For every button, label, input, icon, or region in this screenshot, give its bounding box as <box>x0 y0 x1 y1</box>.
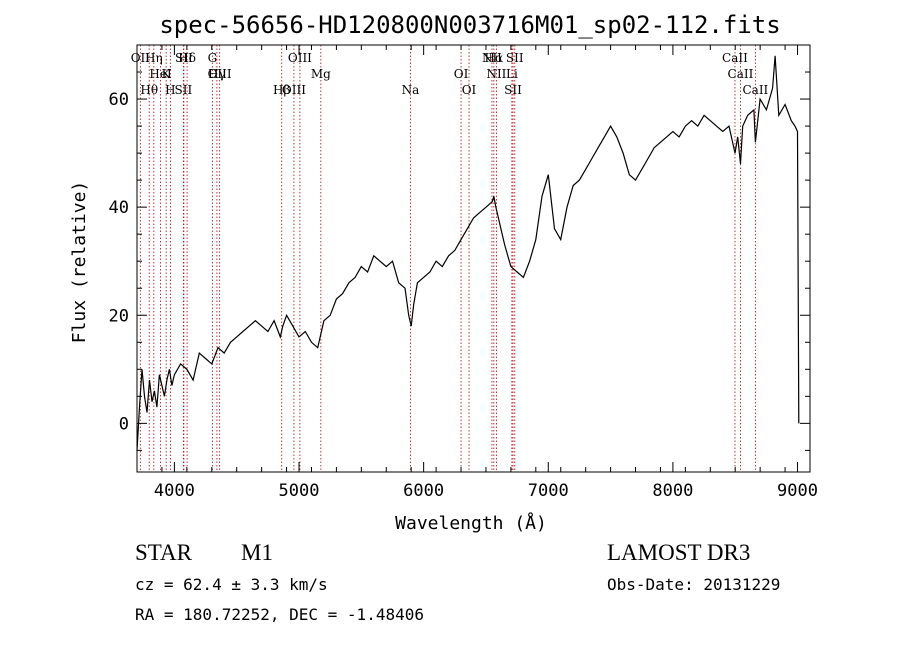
y-axis-label: Flux (relative) <box>69 181 90 344</box>
spectrum-series-line <box>136 55 800 451</box>
chart-title: spec-56656-HD120800N003716M01_sp02-112.f… <box>159 11 780 39</box>
redshift-text: cz = 62.4 ± 3.3 km/s <box>135 575 328 594</box>
spectral-line-label: CaII <box>728 67 754 81</box>
x-tick-label: 8000 <box>652 481 693 501</box>
spectral-line-label: OIII <box>208 67 232 81</box>
spectral-line-label: OIII <box>282 83 306 97</box>
spectral-line-label: OI <box>462 83 477 97</box>
spectral-line-label: Na <box>402 83 420 97</box>
y-tick-label: 40 <box>109 198 129 218</box>
y-axis: 0 20 40 60 <box>109 71 810 451</box>
object-type: STAR <box>135 540 192 565</box>
x-axis: 4000 5000 6000 7000 8000 9000 <box>136 45 818 501</box>
spectral-line-label: HeI <box>149 67 172 81</box>
y-tick-label: 0 <box>119 414 129 434</box>
spectral-line-label: OII <box>131 51 151 65</box>
plot-frame <box>136 44 811 473</box>
obs-date-text: Obs-Date: 20131229 <box>607 575 781 594</box>
spectral-line-label: Hδ <box>178 51 196 65</box>
spectral-line-label: SII <box>175 51 193 65</box>
survey-label: LAMOST DR3 <box>607 540 751 565</box>
spectral-line-label: Hθ <box>140 83 158 97</box>
spectral-line-label: OIII <box>288 51 312 65</box>
x-tick-label: 7000 <box>528 481 569 501</box>
spectral-line-label: Mg <box>311 67 331 81</box>
spectral-line-label: SII <box>175 83 193 97</box>
spectral-line-label: OI <box>454 67 469 81</box>
spectral-line-label: Hβ <box>273 83 290 97</box>
spectral-line-labels: Hδ Hγ Hβ Hα KH G Mg Na CaII CaII CaII OII OIII OIII OI… <box>131 51 769 97</box>
spectral-line-label: NII <box>482 51 502 65</box>
spectral-line-label: CaII <box>742 83 768 97</box>
spectral-line-label: H <box>165 83 175 97</box>
y-tick-label: 20 <box>109 306 129 326</box>
x-tick-label: 5000 <box>279 481 320 501</box>
spectral-line-label: SII <box>504 83 522 97</box>
y-tick-label: 60 <box>109 90 129 110</box>
x-tick-label: 9000 <box>777 481 818 501</box>
spectral-line-label: G <box>208 51 218 65</box>
x-axis-label: Wavelength (Å) <box>395 512 547 534</box>
spectral-line-label: Hα <box>485 51 504 65</box>
spectral-line-label: Hη <box>145 51 163 65</box>
object-subclass: M1 <box>241 540 273 565</box>
x-tick-label: 4000 <box>154 481 195 501</box>
spectral-line-label: NII <box>486 67 506 81</box>
spectral-line-label: K <box>162 67 172 81</box>
spectral-line-label: SII <box>506 51 524 65</box>
coords-text: RA = 180.72252, DEC = -1.48406 <box>135 605 424 624</box>
spectral-line-label: Li <box>506 67 518 81</box>
spectral-line-label: CaII <box>722 51 748 65</box>
spectral-line-markers <box>139 45 756 472</box>
x-tick-label: 6000 <box>403 481 444 501</box>
spectral-line-label: Hγ <box>208 67 226 81</box>
